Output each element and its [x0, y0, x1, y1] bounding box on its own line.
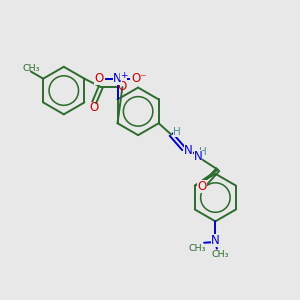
Text: H: H: [199, 147, 207, 158]
Text: O: O: [197, 180, 207, 193]
Text: N: N: [211, 235, 220, 248]
Text: CH₃: CH₃: [212, 250, 229, 259]
Text: O⁻: O⁻: [131, 72, 147, 85]
Text: +: +: [120, 71, 127, 80]
Text: O: O: [94, 72, 104, 85]
Text: H: H: [173, 127, 180, 136]
Text: N: N: [194, 150, 202, 163]
Text: CH₃: CH₃: [22, 64, 40, 73]
Text: N: N: [184, 144, 193, 157]
Text: O: O: [118, 80, 127, 94]
Text: O: O: [90, 101, 99, 114]
Text: N: N: [113, 72, 122, 85]
Text: CH₃: CH₃: [188, 244, 206, 253]
